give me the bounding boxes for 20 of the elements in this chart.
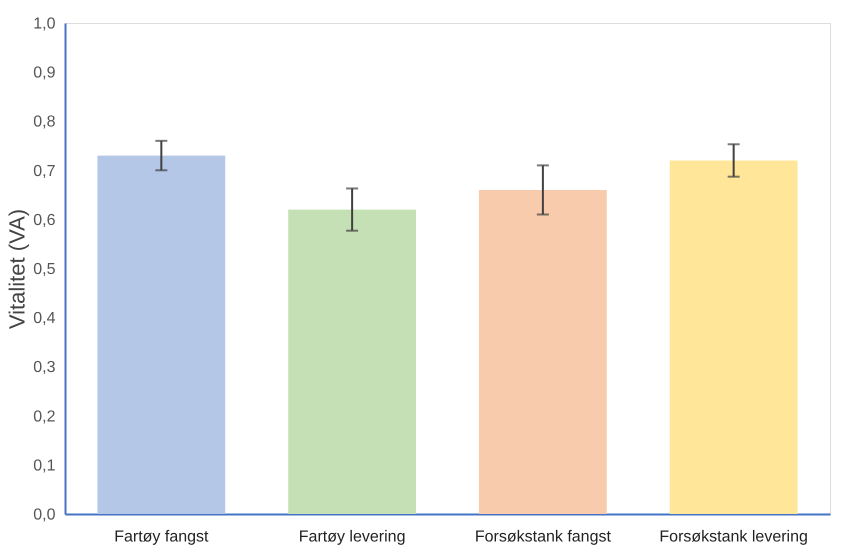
y-tick-label: 1,0 [33, 16, 56, 32]
y-tick-label: 0,4 [33, 310, 56, 328]
y-tick-label: 0,3 [33, 359, 56, 376]
y-tick-label: 0,7 [33, 162, 56, 180]
y-tick-label: 0,2 [33, 408, 56, 426]
x-tick-label: Forsøkstank fangst [474, 528, 612, 546]
bar [288, 210, 416, 514]
y-tick-label: 0,9 [33, 64, 56, 82]
x-tick-label: Forsøkstank levering [659, 528, 808, 546]
y-tick-label: 0,1 [33, 457, 56, 474]
y-axis-title: Vitalitet (VA) [4, 208, 30, 330]
bar [670, 160, 798, 514]
y-tick-label: 0,5 [33, 261, 56, 278]
x-tick-label: Fartøy fangst [114, 528, 210, 546]
y-tick-label: 0,0 [33, 506, 56, 524]
bar [478, 190, 607, 514]
y-tick-label: 0,6 [33, 212, 56, 229]
x-tick-label: Fartøy levering [298, 528, 406, 546]
bar [97, 156, 226, 514]
y-tick-label: 0,8 [33, 114, 56, 131]
